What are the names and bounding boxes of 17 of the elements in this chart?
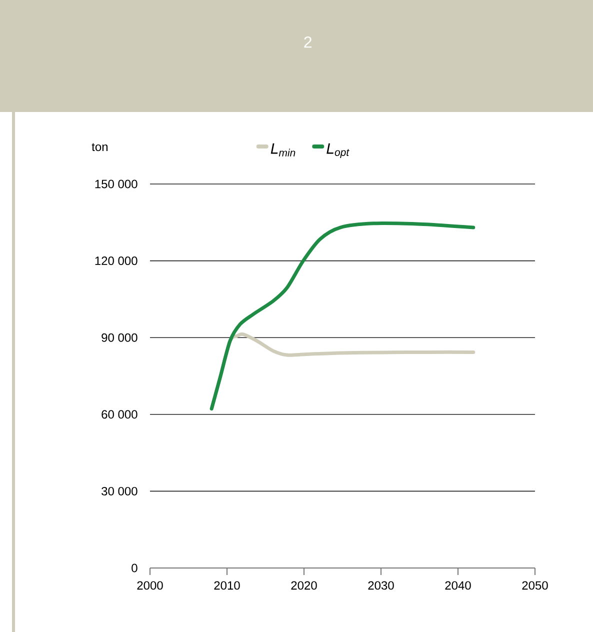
y-tick-label: 60 000 [102,410,138,419]
y-axis-title: ton [92,143,108,152]
legend-label: L$_{opt}$ [326,143,350,158]
x-tick-label: 2010 [214,581,240,590]
x-tick-label: 2040 [445,581,471,590]
x-tick-label: 2000 [137,581,163,590]
y-tick-label: 30 000 [102,486,138,496]
y-tick-label: 150 000 [95,180,138,188]
x-tick-label: 2050 [522,581,548,590]
chart-title: 2 [304,36,312,48]
legend-label: L$_{min}$ [270,143,296,156]
y-tick-label: 120 000 [95,256,138,266]
y-tick-label: 90 000 [102,333,138,342]
y-tick-label: 0 [132,564,138,572]
line-series [210,222,476,411]
x-tick-label: 2020 [291,581,317,590]
x-tick-label: 2030 [368,581,394,590]
